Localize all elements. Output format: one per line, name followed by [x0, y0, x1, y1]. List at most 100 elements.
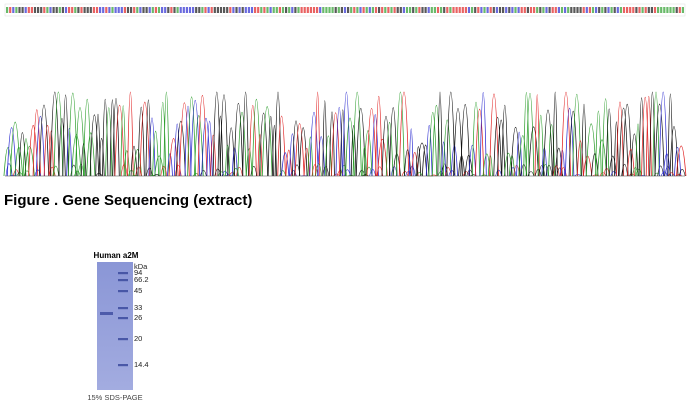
peak [35, 116, 45, 177]
base-letter [77, 7, 80, 13]
base-letter [244, 7, 247, 13]
peak [543, 109, 553, 177]
base-letter [477, 7, 480, 13]
peak [363, 130, 373, 177]
base-letter [145, 7, 148, 13]
base-letter [95, 7, 99, 13]
base-letter [275, 7, 278, 13]
base-letter [254, 7, 257, 13]
base-letter [108, 7, 111, 13]
peak [98, 138, 105, 177]
peak [53, 91, 64, 177]
base-letter [58, 7, 61, 13]
peak [548, 124, 556, 177]
marker-band [118, 290, 128, 293]
base-letter [635, 7, 638, 13]
base-letter [514, 7, 517, 13]
peak [497, 119, 506, 177]
peak [71, 134, 82, 177]
base-letter [520, 7, 523, 13]
peak [159, 102, 167, 177]
base-letter [294, 7, 297, 13]
base-letter [6, 7, 9, 13]
base-letter [30, 7, 33, 13]
base-letter [46, 7, 49, 13]
peak [86, 132, 96, 177]
peak [568, 110, 578, 177]
base-letter [607, 7, 610, 13]
peak [493, 117, 502, 177]
base-letter [498, 7, 502, 13]
base-letter [585, 7, 588, 13]
base-letter [359, 7, 362, 13]
base-letter [495, 7, 498, 13]
minor-peak [362, 174, 369, 177]
base-letter [68, 7, 71, 13]
base-letter [328, 7, 331, 13]
base-letter [157, 7, 161, 13]
base-letter [343, 7, 347, 13]
base-letter [548, 7, 551, 13]
base-letter [471, 7, 474, 13]
marker-band [118, 364, 128, 367]
peak [120, 105, 127, 177]
marker-label: 94 [134, 268, 142, 277]
base-letter [657, 7, 660, 13]
peak [403, 149, 412, 177]
base-letter [533, 7, 536, 13]
peak [67, 93, 78, 177]
minor-peak [279, 170, 286, 177]
base-letter [641, 7, 644, 13]
peak [89, 114, 100, 177]
peak [173, 123, 181, 177]
minor-peak [509, 167, 517, 177]
peak [227, 127, 235, 177]
trace-peaks [3, 91, 687, 177]
peak [245, 148, 253, 177]
peak [335, 106, 343, 177]
base-letter [37, 7, 40, 13]
minor-peak [365, 166, 373, 177]
base-letter [238, 7, 241, 13]
marker-band [118, 272, 128, 275]
peak [576, 140, 584, 177]
peak [298, 127, 308, 177]
peak [289, 133, 296, 177]
base-letter [12, 7, 15, 13]
base-letter [582, 7, 585, 13]
base-letter [260, 7, 263, 13]
peak [80, 143, 87, 177]
base-letter [306, 7, 309, 13]
peak [145, 99, 152, 177]
peak [635, 123, 641, 177]
peak [322, 100, 328, 177]
base-letter [523, 7, 526, 13]
base-letter [545, 7, 548, 13]
base-letter [263, 7, 266, 13]
peak [415, 146, 422, 177]
base-letter [272, 7, 275, 13]
chromatogram [3, 3, 687, 177]
figure-caption: Figure . Gene Sequencing (extract) [4, 192, 252, 209]
peak [9, 121, 21, 177]
peak [437, 91, 443, 177]
peak [324, 135, 333, 177]
minor-peak [153, 174, 160, 177]
base-letter [371, 7, 374, 13]
peak [583, 155, 593, 177]
base-letter [672, 7, 675, 13]
base-letter [681, 7, 684, 13]
base-letter [114, 7, 117, 13]
minor-peak [470, 174, 477, 177]
base-letter [266, 7, 269, 13]
base-letter [250, 7, 254, 13]
base-letter [660, 7, 663, 13]
base-letter [604, 7, 607, 13]
minor-peak [74, 170, 81, 177]
peak [626, 149, 635, 177]
base-letter [598, 7, 601, 13]
peak [489, 93, 499, 177]
minor-peak [668, 172, 675, 177]
base-letter [502, 7, 505, 13]
base-letter [80, 7, 83, 13]
